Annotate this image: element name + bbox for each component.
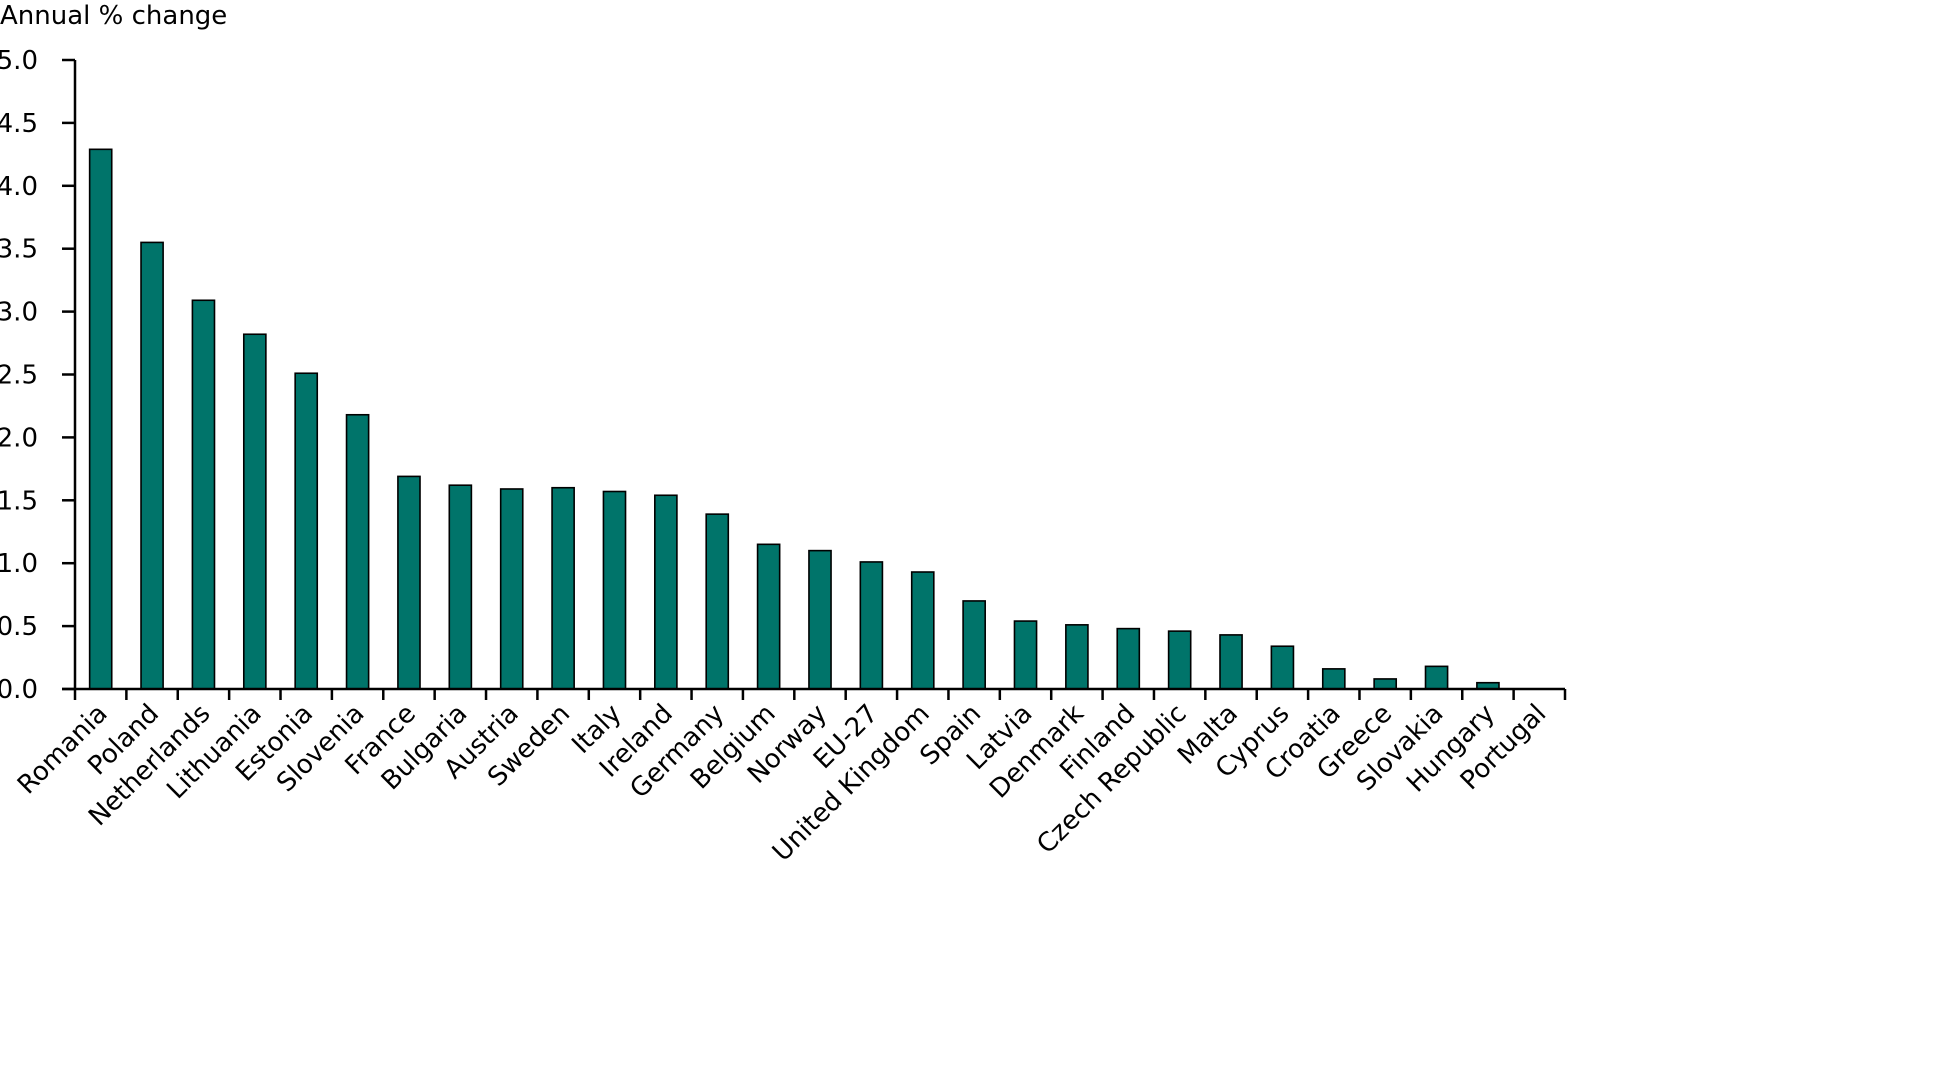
bar-denmark [1065, 624, 1089, 690]
y-tick-label: 2.0 [0, 423, 38, 453]
y-tick-label: 3.5 [0, 235, 38, 265]
y-tick-label: 5.0 [0, 46, 38, 76]
bar-cyprus [1270, 645, 1295, 690]
x-axis-labels: RomaniaPolandNetherlandsLithuaniaEstonia… [12, 699, 1552, 868]
bar-austria [499, 488, 524, 690]
bar-poland [140, 241, 164, 690]
bar-estonia [294, 372, 319, 690]
bar-slovakia [1424, 665, 1449, 690]
y-tick-label: 4.0 [0, 172, 38, 202]
y-axis-ticks: 0.0 0.5 1.0 1.5 2.0 2.5 3.0 3.5 4.0 4.5 5.0 [0, 46, 75, 705]
y-axis-title: Annual % change [0, 1, 227, 31]
bar-italy [602, 490, 627, 690]
bar-greece [1373, 678, 1398, 690]
y-tick-label: 0.0 [0, 675, 38, 705]
bar-latvia [1013, 620, 1038, 690]
bar-germany [705, 513, 730, 690]
bar-finland [1116, 627, 1141, 690]
y-tick-label: 4.5 [0, 109, 38, 139]
bar-romania [88, 148, 113, 690]
bar-united-kingdom [910, 571, 935, 690]
bar-france [397, 475, 421, 690]
y-tick-label: 2.5 [0, 361, 38, 391]
bar-spain [962, 600, 986, 690]
x-axis-ticks [73, 689, 1567, 700]
bars [88, 148, 1500, 690]
bar-lithuania [242, 333, 267, 690]
bar-eu-27 [859, 561, 884, 690]
bar-ireland [654, 494, 678, 690]
bar-norway [808, 549, 832, 690]
bar-slovenia [345, 413, 370, 690]
y-tick-label: 0.5 [0, 612, 38, 642]
bar-netherlands [191, 299, 216, 690]
y-tick-label: 3.0 [0, 298, 38, 328]
bar-malta [1219, 634, 1243, 690]
y-tick-label: 1.5 [0, 486, 38, 516]
bar-czech-republic [1167, 630, 1192, 690]
bar-belgium [756, 543, 781, 690]
bar-bulgaria [448, 484, 473, 690]
y-tick-label: 1.0 [0, 549, 38, 579]
bar-sweden [551, 486, 575, 690]
bar-croatia [1321, 668, 1346, 690]
